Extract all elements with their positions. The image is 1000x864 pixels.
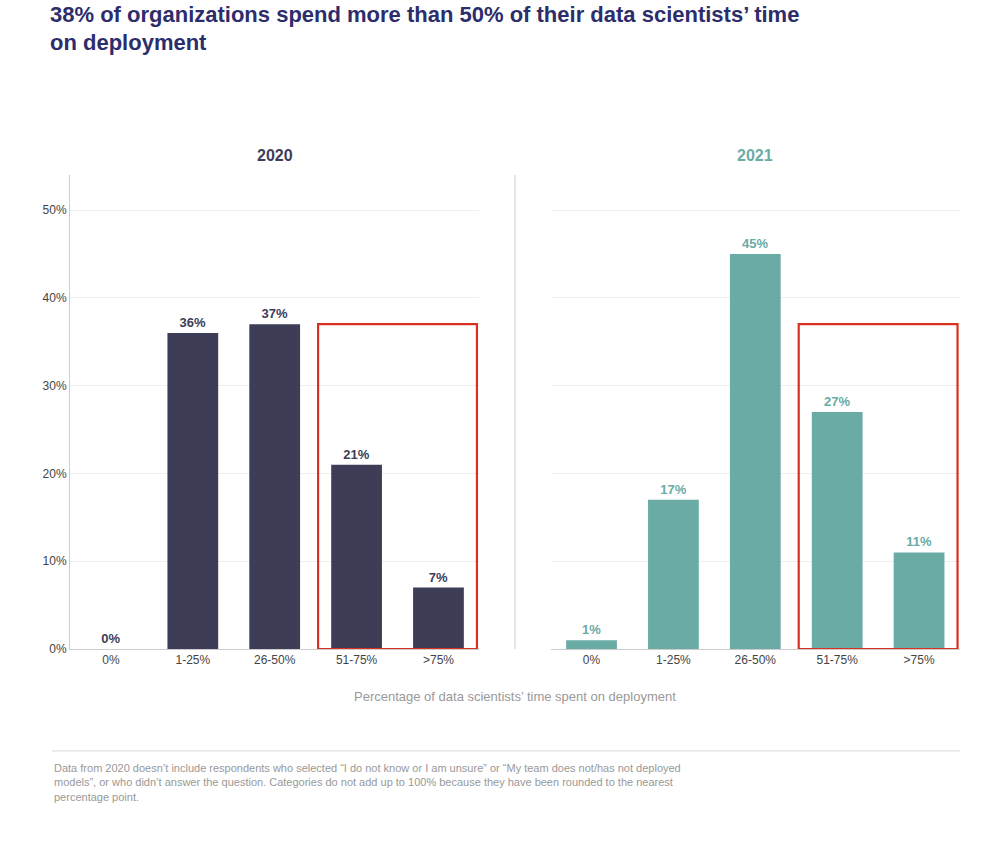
- svg-text:26-50%: 26-50%: [735, 653, 777, 667]
- svg-text:26-50%: 26-50%: [254, 653, 296, 667]
- svg-text:36%: 36%: [180, 315, 206, 330]
- svg-text:40%: 40%: [43, 291, 67, 305]
- svg-text:2021: 2021: [737, 147, 773, 164]
- svg-text:10%: 10%: [43, 554, 67, 568]
- svg-text:50%: 50%: [43, 203, 67, 217]
- svg-text:11%: 11%: [906, 534, 932, 549]
- svg-text:>75%: >75%: [904, 653, 935, 667]
- svg-text:27%: 27%: [824, 394, 850, 409]
- svg-text:0%: 0%: [49, 642, 67, 656]
- svg-text:45%: 45%: [742, 236, 768, 251]
- svg-text:1%: 1%: [582, 622, 601, 637]
- svg-text:Percentage of data scientists’: Percentage of data scientists’ time spen…: [354, 689, 676, 704]
- svg-text:1-25%: 1-25%: [656, 653, 691, 667]
- svg-text:17%: 17%: [660, 482, 686, 497]
- svg-text:>75%: >75%: [423, 653, 454, 667]
- svg-text:1-25%: 1-25%: [175, 653, 210, 667]
- svg-text:21%: 21%: [343, 447, 369, 462]
- svg-text:0%: 0%: [102, 653, 120, 667]
- svg-text:20%: 20%: [43, 467, 67, 481]
- svg-text:Data from 2020 doesn’t include: Data from 2020 doesn’t include responden…: [54, 762, 681, 803]
- svg-text:2020: 2020: [257, 147, 293, 164]
- svg-text:51-75%: 51-75%: [336, 653, 378, 667]
- svg-text:7%: 7%: [429, 570, 448, 585]
- svg-text:0%: 0%: [101, 631, 120, 646]
- svg-text:30%: 30%: [43, 379, 67, 393]
- svg-text:0%: 0%: [583, 653, 601, 667]
- svg-text:51-75%: 51-75%: [816, 653, 858, 667]
- svg-text:37%: 37%: [261, 306, 287, 321]
- svg-text:38% of organizations spend mor: 38% of organizations spend more than 50%…: [50, 2, 799, 56]
